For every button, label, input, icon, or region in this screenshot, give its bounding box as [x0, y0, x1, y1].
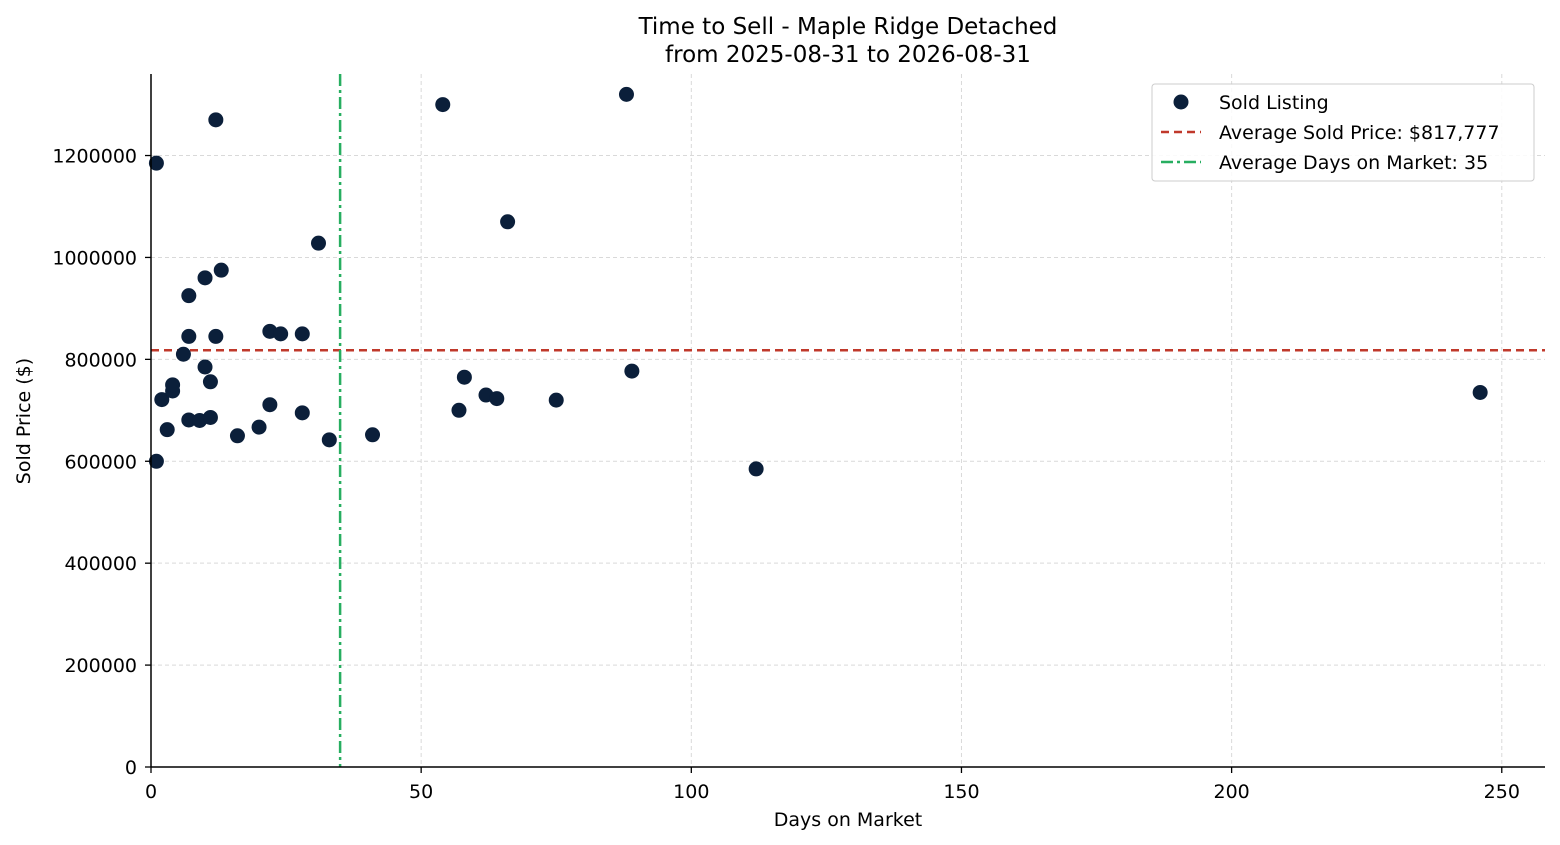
y-tick-label: 600000 [64, 451, 137, 473]
data-point [229, 428, 245, 444]
data-point [208, 112, 224, 128]
grid-layer [151, 74, 1545, 767]
data-point [262, 397, 278, 413]
legend-label-avg-price: Average Sold Price: $817,777 [1219, 122, 1500, 144]
data-point [321, 432, 337, 448]
data-point [181, 288, 197, 304]
data-point [165, 377, 181, 393]
data-point [489, 391, 505, 407]
y-tick-label: 400000 [64, 553, 137, 575]
data-points [148, 86, 1488, 477]
legend-label-avg-days: Average Days on Market: 35 [1219, 152, 1488, 174]
x-tick-label: 150 [943, 781, 979, 803]
x-tick-label: 250 [1484, 781, 1520, 803]
data-point [618, 86, 634, 102]
legend-label-sold-listing: Sold Listing [1219, 92, 1329, 114]
data-point [148, 155, 164, 171]
y-tick-label: 1200000 [52, 146, 137, 168]
data-point [175, 346, 191, 362]
data-point [154, 392, 170, 408]
data-point [294, 405, 310, 421]
x-tick-label: 0 [145, 781, 157, 803]
data-point [500, 214, 516, 230]
legend-marker-sold-listing [1173, 94, 1189, 110]
data-point [213, 262, 229, 278]
reference-lines [151, 74, 1545, 767]
data-point [197, 270, 213, 286]
tick-labels: 0 50 100 150 200 250 0 200000 400000 600000 800000… [52, 146, 1520, 803]
data-point [1472, 384, 1488, 400]
x-tick-label: 100 [673, 781, 709, 803]
data-point [273, 326, 289, 342]
y-axis-title: Sold Price ($) [13, 358, 35, 484]
chart-subtitle: from 2025-08-31 to 2026-08-31 [665, 42, 1031, 68]
data-point [748, 461, 764, 477]
data-point [202, 374, 218, 390]
x-tick-label: 200 [1213, 781, 1249, 803]
data-point [456, 369, 472, 385]
data-point [197, 359, 213, 375]
y-tick-label: 200000 [64, 655, 137, 677]
data-point [202, 409, 218, 425]
y-tick-label: 800000 [64, 349, 137, 371]
data-point [251, 419, 267, 435]
data-point [294, 326, 310, 342]
legend-box [1151, 83, 1535, 182]
data-point [365, 427, 381, 443]
data-point [208, 328, 224, 344]
axes [145, 74, 1545, 773]
y-tick-label: 0 [125, 757, 137, 779]
data-point [181, 328, 197, 344]
data-point [159, 422, 175, 438]
data-point [624, 363, 640, 379]
x-axis-title: Days on Market [774, 809, 922, 831]
data-point [548, 392, 564, 408]
x-tick-label: 50 [409, 781, 433, 803]
data-point [435, 97, 451, 113]
data-point [181, 412, 197, 428]
chart-title: Time to Sell - Maple Ridge Detached [638, 14, 1058, 40]
legend: Sold Listing Average Sold Price: $817,77… [1151, 83, 1535, 182]
y-tick-label: 1000000 [52, 247, 137, 269]
data-point [148, 453, 164, 469]
data-point [451, 402, 467, 418]
data-point [310, 235, 326, 251]
